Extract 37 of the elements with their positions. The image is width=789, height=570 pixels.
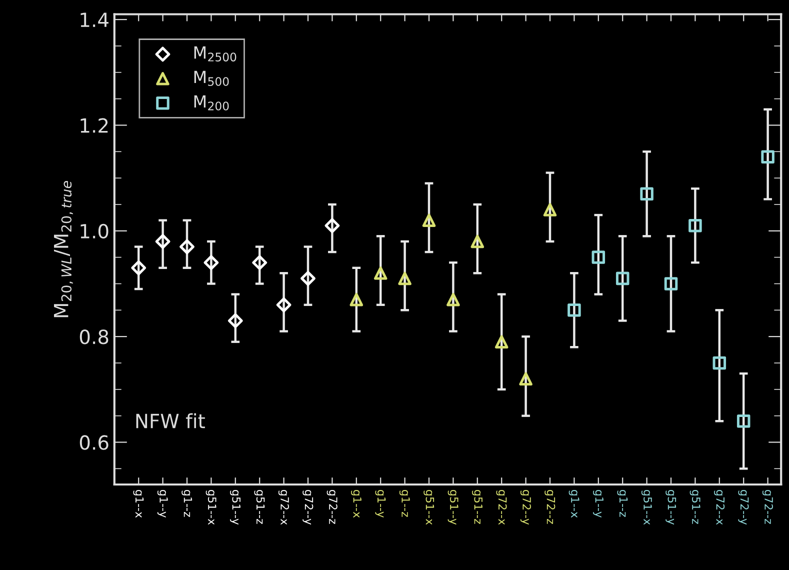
y-tick-label: 1.0 [80, 224, 108, 239]
y-tick-label: 1.2 [80, 118, 108, 133]
x-tick-label: g72--z [544, 490, 556, 524]
x-tick-label: g51--y [448, 490, 458, 525]
legend-label: M$_{2500}$ [194, 46, 236, 62]
x-tick-label: g1--z [182, 490, 192, 517]
x-tick-label: g1--z [617, 490, 628, 517]
x-tick-label: g51--x [424, 490, 434, 525]
y-tick-label: 1.4 [80, 12, 108, 27]
x-tick-label: g1--x [351, 490, 362, 518]
x-tick-label: g1--z [399, 490, 410, 517]
x-tick-label: g51--y [666, 490, 676, 525]
x-tick-label: g1--y [593, 490, 604, 518]
y-tick-label: 0.6 [80, 435, 108, 450]
x-tick-label: g72--z [326, 490, 338, 524]
x-tick-label: g72--x [714, 490, 725, 525]
x-tick-label: g72--z [762, 490, 773, 524]
x-tick-label: g1--x [133, 490, 144, 518]
x-tick-label: g72--y [738, 490, 749, 525]
x-tick-label: g51--x [206, 490, 216, 525]
x-tick-label: g51--z [254, 490, 265, 524]
x-tick-label: g72--x [278, 490, 289, 525]
x-tick-label: g72--y [520, 490, 531, 525]
legend-label: M$_{500}$ [194, 70, 229, 86]
x-tick-label: g1--x [568, 490, 580, 518]
x-tick-label: g51--x [641, 490, 652, 525]
x-tick-label: g1--y [157, 490, 168, 518]
legend-label: M$_{200}$ [194, 95, 229, 110]
x-tick-label: g51--z [472, 490, 482, 524]
x-tick-label: g1--y [375, 490, 386, 518]
x-tick-label: g51--z [690, 490, 700, 524]
x-tick-label: g72--x [496, 490, 507, 525]
y-tick-label: 0.8 [80, 330, 108, 344]
x-tick-label: g72--y [302, 490, 314, 525]
x-tick-label: g51--y [230, 490, 240, 525]
annotation: NFW fit [136, 413, 205, 428]
y-axis-title: M$_{20,WL}$/M$_{20,true}$ [54, 181, 73, 318]
